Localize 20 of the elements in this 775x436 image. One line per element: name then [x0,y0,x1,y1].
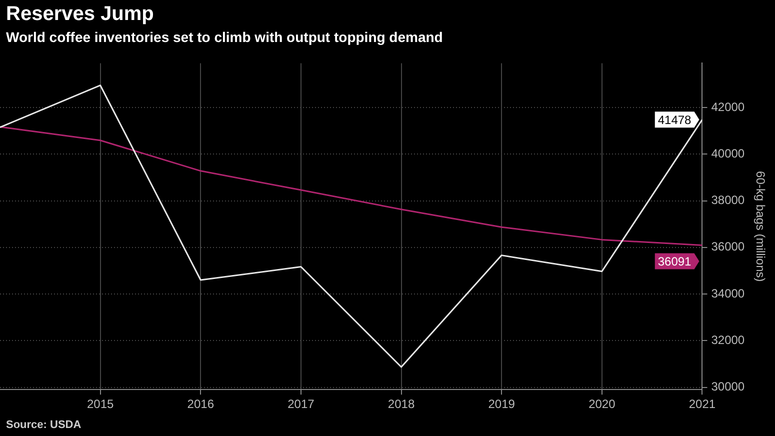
x-tick-label: 2016 [187,397,214,412]
x-tick-label: 2021 [688,397,716,412]
chart-subtitle: World coffee inventories set to climb with output topping demand [6,29,443,45]
y-tick-label: 42000 [711,100,745,114]
y-tick-label: 36000 [711,240,745,254]
y-tick-label: 38000 [711,193,745,208]
x-tick-label: 2017 [288,397,315,412]
y-axis-title: 60-kg bags (millions) [753,171,768,282]
y-tick-label: 34000 [711,286,745,300]
y-tick-label: 32000 [711,332,745,347]
data-label: 36091 [658,254,692,269]
x-tick-label: 2019 [488,397,516,412]
chart-title: Reserves Jump [6,3,154,26]
x-tick-label: 2018 [388,397,415,412]
y-tick-label: 30000 [711,380,745,394]
x-tick-label: 2020 [588,397,616,412]
data-label: 41478 [658,112,692,127]
source-note: Source: USDA [6,419,82,431]
y-tick-label: 40000 [711,146,745,160]
x-tick-label: 2015 [86,397,114,412]
